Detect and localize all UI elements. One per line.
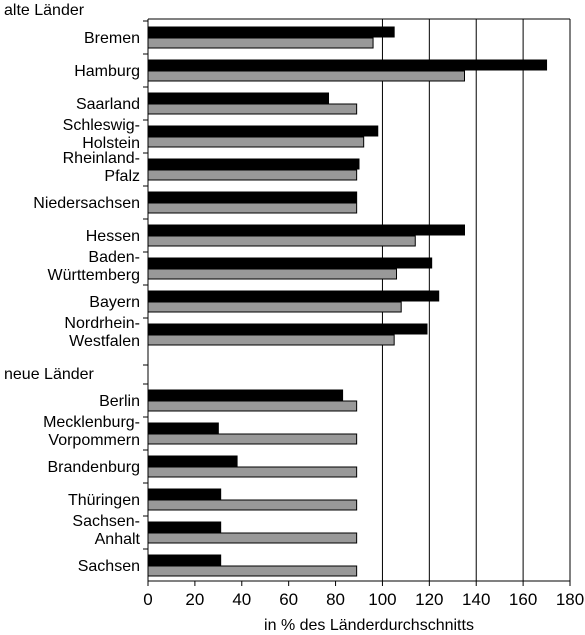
x-axis-label: in % des Länderdurchschnitts bbox=[264, 617, 474, 634]
x-tick-label: 120 bbox=[415, 590, 443, 609]
bar-series-2 bbox=[147, 565, 358, 577]
bar-series-2 bbox=[147, 400, 358, 412]
category-label: Vorpommern bbox=[48, 432, 140, 449]
group-label: alte Länder bbox=[4, 2, 85, 19]
bar-series-1 bbox=[147, 59, 548, 71]
bar-series-2 bbox=[147, 202, 358, 214]
category-label: Rheinland- bbox=[63, 150, 140, 167]
bar-series-2 bbox=[147, 532, 358, 544]
bar-series-1 bbox=[147, 422, 219, 434]
group-label: neue Länder bbox=[4, 366, 95, 383]
bar-series-1 bbox=[147, 521, 222, 533]
x-tick-label: 60 bbox=[279, 590, 298, 609]
category-label: Hessen bbox=[86, 228, 140, 245]
bar-series-1 bbox=[147, 389, 344, 401]
category-label: Saarland bbox=[76, 96, 140, 113]
bar-series-1 bbox=[147, 92, 330, 104]
bar-series-2 bbox=[147, 466, 358, 478]
category-label: Bayern bbox=[89, 294, 140, 311]
bar-series-2 bbox=[147, 433, 358, 445]
category-label: Pfalz bbox=[104, 168, 140, 185]
x-tick-label: 160 bbox=[509, 590, 537, 609]
bar-series-2 bbox=[147, 37, 374, 49]
bar-series-2 bbox=[147, 103, 358, 115]
bar-series-1 bbox=[147, 290, 440, 302]
bar-series-1 bbox=[147, 323, 428, 335]
category-label: Bremen bbox=[84, 30, 140, 47]
x-tick-label: 20 bbox=[185, 590, 204, 609]
bar-series-1 bbox=[147, 26, 395, 38]
category-label: Hamburg bbox=[74, 63, 140, 80]
category-label: Westfalen bbox=[69, 333, 140, 350]
category-label: Berlin bbox=[99, 393, 140, 410]
category-label: Brandenburg bbox=[47, 459, 140, 476]
x-tick-label: 180 bbox=[556, 590, 584, 609]
bar-series-2 bbox=[147, 301, 402, 313]
bar-series-1 bbox=[147, 488, 222, 500]
category-label: Baden- bbox=[88, 249, 140, 266]
category-label: Anhalt bbox=[95, 531, 141, 548]
category-label: Thüringen bbox=[68, 492, 140, 509]
bar-series-1 bbox=[147, 191, 358, 203]
category-label: Sachsen bbox=[78, 558, 140, 575]
category-label: Holstein bbox=[82, 135, 140, 152]
bar-series-2 bbox=[147, 334, 395, 346]
bar-series-1 bbox=[147, 224, 465, 236]
bar-series-2 bbox=[147, 268, 398, 280]
category-label: Sachsen- bbox=[72, 513, 140, 530]
category-label: Württemberg bbox=[48, 267, 140, 284]
x-tick-label: 0 bbox=[143, 590, 152, 609]
category-label: Niedersachsen bbox=[33, 195, 140, 212]
category-label: Schleswig- bbox=[63, 117, 140, 134]
bar-series-2 bbox=[147, 499, 358, 511]
category-label: Nordrhein- bbox=[64, 315, 140, 332]
category-label: Mecklenburg- bbox=[43, 414, 140, 431]
x-tick-label: 100 bbox=[368, 590, 396, 609]
x-tick-label: 80 bbox=[326, 590, 345, 609]
bar-series-1 bbox=[147, 455, 238, 467]
bar-series-2 bbox=[147, 235, 416, 247]
bar-series-1 bbox=[147, 554, 222, 566]
bar-series-1 bbox=[147, 125, 379, 137]
bar-series-1 bbox=[147, 158, 360, 170]
bar-series-2 bbox=[147, 136, 365, 148]
bar-series-2 bbox=[147, 169, 358, 181]
x-tick-label: 40 bbox=[232, 590, 251, 609]
bar-series-2 bbox=[147, 70, 465, 82]
x-tick-label: 140 bbox=[462, 590, 490, 609]
bar-series-1 bbox=[147, 257, 433, 269]
